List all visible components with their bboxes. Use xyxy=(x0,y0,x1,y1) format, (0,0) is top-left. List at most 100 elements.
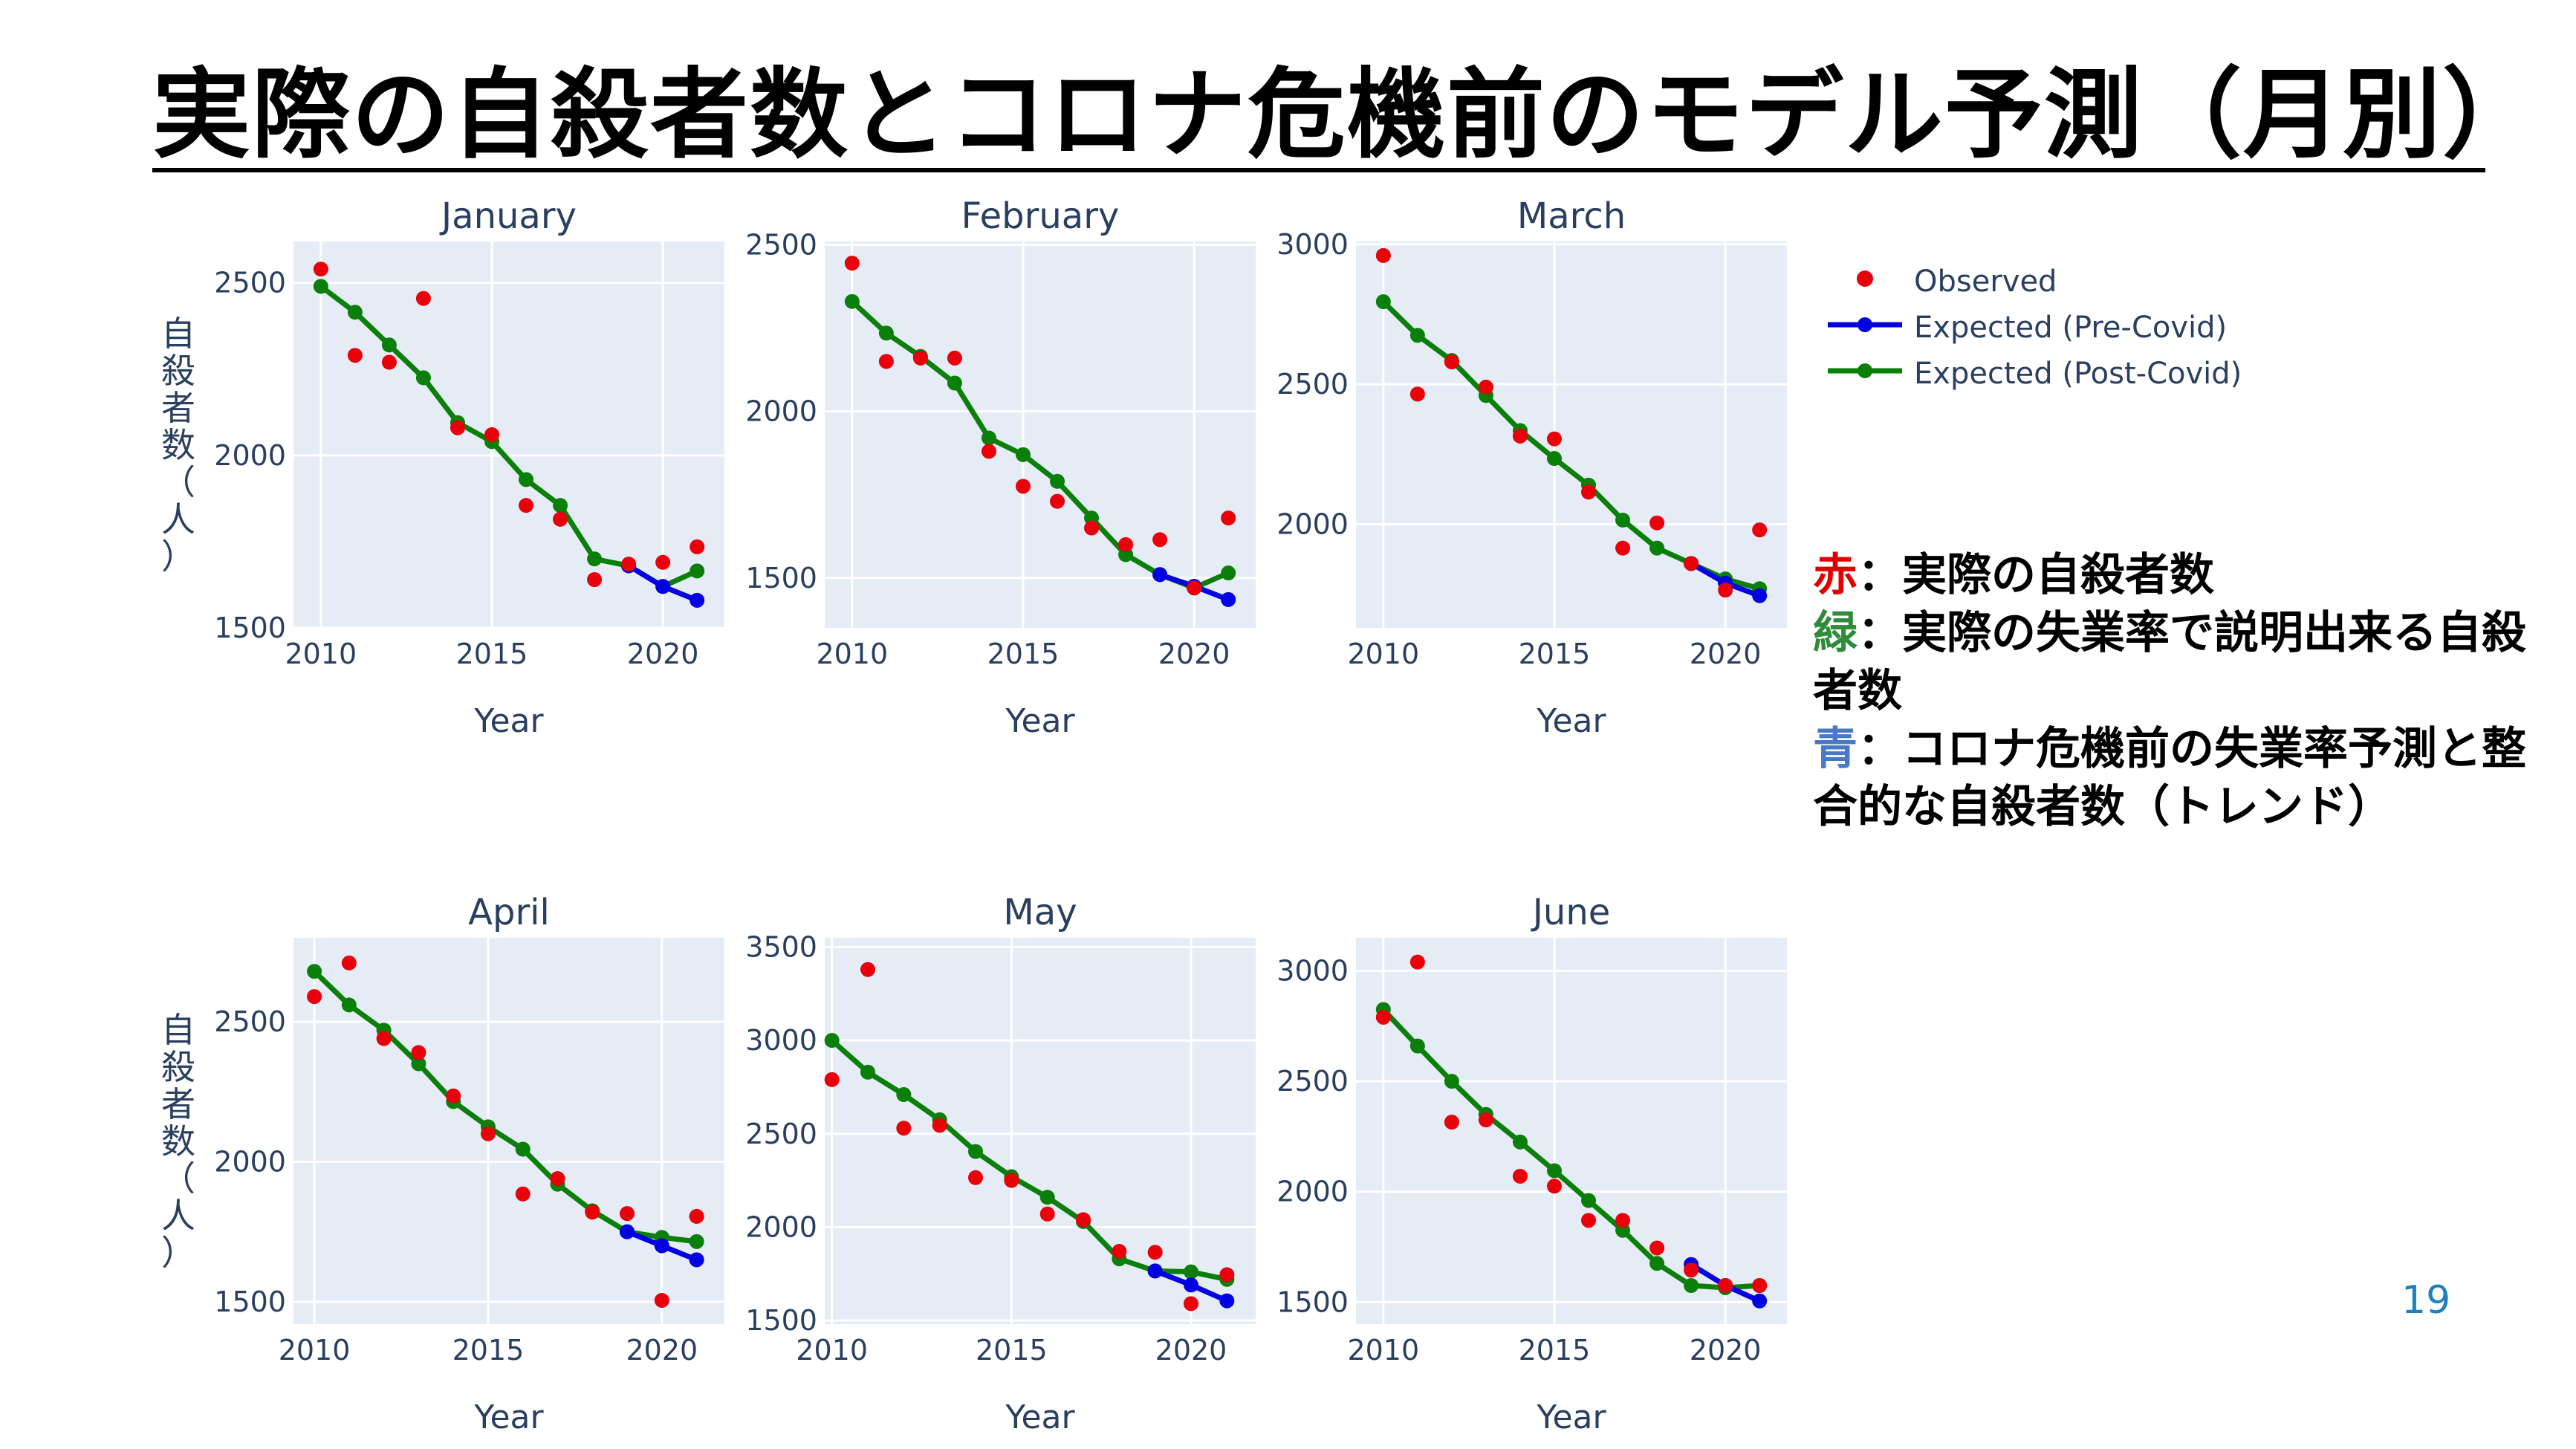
data-point-observed xyxy=(1039,1206,1055,1222)
data-point-expected-post-covid xyxy=(1184,1264,1198,1280)
data-point-observed xyxy=(1649,1240,1665,1256)
data-point-observed xyxy=(550,1171,565,1187)
data-point-observed xyxy=(1409,954,1425,970)
data-point-observed xyxy=(480,1126,496,1141)
x-tick-label: 2015 xyxy=(1519,1334,1591,1367)
data-point-observed xyxy=(689,1208,704,1224)
data-point-expected-post-covid xyxy=(1615,512,1631,528)
red-text: ：実際の自殺者数 xyxy=(1858,549,2214,601)
chart-april: 2010 2015 2020 1500 2000 2500 April Year 自殺者数（人） xyxy=(161,892,724,1436)
data-point-observed xyxy=(860,962,875,977)
data-point-observed xyxy=(1152,532,1168,548)
data-point-observed xyxy=(1684,1262,1699,1278)
data-point-expected-pre-covid xyxy=(1752,1293,1768,1309)
data-point-observed xyxy=(1546,1179,1562,1194)
y-tick-label: 3000 xyxy=(745,1024,817,1057)
y-tick-label: 2000 xyxy=(1276,508,1349,541)
y-tick-label: 2500 xyxy=(214,1005,286,1038)
data-point-observed xyxy=(1076,1212,1091,1228)
plot-background xyxy=(1356,938,1787,1324)
x-tick-label: 2020 xyxy=(1155,1334,1227,1367)
x-tick-label: 2020 xyxy=(1690,1334,1762,1367)
title-underline xyxy=(152,168,2485,172)
plot-background xyxy=(293,242,724,628)
x-tick-label: 2020 xyxy=(1158,638,1230,670)
x-tick-label: 2015 xyxy=(456,638,528,670)
red-key: 赤 xyxy=(1813,549,1858,601)
y-tick-label: 1500 xyxy=(745,1304,817,1337)
data-point-expected-post-covid xyxy=(947,375,962,391)
data-point-expected-pre-covid xyxy=(1147,1263,1163,1279)
data-point-observed xyxy=(381,354,397,370)
data-point-expected-post-covid xyxy=(1546,451,1562,467)
data-point-expected-post-covid xyxy=(860,1064,875,1080)
x-axis-label: Year xyxy=(1005,702,1075,740)
legend-item-post-covid[interactable]: Expected (Post-Covid) xyxy=(1828,351,2311,397)
legend-item-observed[interactable]: Observed xyxy=(1828,259,2311,305)
data-point-observed xyxy=(1718,1278,1733,1293)
data-point-expected-post-covid xyxy=(844,294,860,309)
data-point-observed xyxy=(341,955,357,970)
x-tick-label: 2010 xyxy=(816,638,888,670)
explanation-red: 赤：実際の自殺者数 xyxy=(1813,546,2563,604)
data-point-observed xyxy=(912,350,928,366)
x-axis-label: Year xyxy=(473,1398,544,1436)
x-tick-label: 2010 xyxy=(279,1334,351,1367)
y-tick-label: 2500 xyxy=(214,267,286,299)
data-point-observed xyxy=(411,1045,426,1060)
y-tick-label: 3000 xyxy=(1276,228,1349,261)
chart-january: 2010 2015 2020 1500 2000 2500 January Year 自殺者数（… xyxy=(161,195,724,740)
data-point-expected-post-covid xyxy=(968,1144,983,1159)
chart-june: 2010 2015 2020 1500 2000 2500 3000 June Year xyxy=(1276,892,1787,1436)
y-tick-label: 2500 xyxy=(745,228,817,261)
data-point-observed xyxy=(1184,1296,1198,1312)
data-point-observed xyxy=(1219,1267,1235,1283)
data-point-expected-pre-covid xyxy=(1152,567,1168,583)
y-tick-label: 1500 xyxy=(1276,1286,1349,1318)
y-tick-label: 2500 xyxy=(1276,368,1349,401)
x-tick-label: 2010 xyxy=(1347,1334,1419,1367)
data-point-observed xyxy=(1718,583,1733,598)
x-axis-label: Year xyxy=(1005,1398,1075,1436)
data-point-observed xyxy=(585,1205,600,1220)
chart-title: March xyxy=(1517,195,1626,237)
data-point-expected-post-covid xyxy=(515,1141,531,1157)
data-point-observed xyxy=(1112,1244,1127,1260)
data-point-observed xyxy=(968,1170,983,1185)
y-tick-label: 2000 xyxy=(1276,1176,1349,1208)
data-point-observed xyxy=(587,572,603,587)
data-point-observed xyxy=(654,1292,669,1308)
data-point-expected-post-covid xyxy=(1050,473,1065,489)
y-tick-label: 3500 xyxy=(745,931,817,964)
chart-title: May xyxy=(1003,892,1077,933)
data-point-expected-pre-covid xyxy=(1184,1277,1198,1293)
chart-may: 2010 2015 2020 1500 2000 2500 3000 3500 May Year xyxy=(745,892,1256,1436)
data-point-observed xyxy=(690,539,705,554)
y-tick-label: 1500 xyxy=(214,1286,286,1318)
data-point-expected-pre-covid xyxy=(620,1224,635,1239)
y-tick-label: 2000 xyxy=(214,439,286,472)
data-point-expected-post-covid xyxy=(896,1087,912,1103)
data-point-observed xyxy=(1084,520,1100,536)
data-point-observed xyxy=(1375,1009,1391,1025)
legend-item-pre-covid[interactable]: Expected (Pre-Covid) xyxy=(1828,305,2311,351)
x-tick-label: 2010 xyxy=(1347,638,1419,670)
data-point-observed xyxy=(450,420,465,435)
data-point-expected-post-covid xyxy=(1649,1256,1665,1271)
blue-key: 青 xyxy=(1813,723,1858,775)
data-point-observed xyxy=(1050,493,1065,509)
data-point-observed xyxy=(844,256,860,271)
y-axis-label: 自殺者数（人） xyxy=(161,314,195,577)
data-point-observed xyxy=(1004,1173,1019,1188)
data-point-expected-post-covid xyxy=(1684,1278,1699,1293)
data-point-observed xyxy=(620,1206,635,1222)
y-tick-label: 2000 xyxy=(745,1210,817,1243)
plot-background xyxy=(825,242,1256,628)
data-point-expected-pre-covid xyxy=(1219,1293,1235,1309)
data-point-observed xyxy=(313,262,328,277)
x-tick-label: 2020 xyxy=(627,638,699,670)
data-point-expected-pre-covid xyxy=(655,579,671,594)
data-point-expected-post-covid xyxy=(415,370,431,386)
x-tick-label: 2020 xyxy=(626,1334,698,1367)
